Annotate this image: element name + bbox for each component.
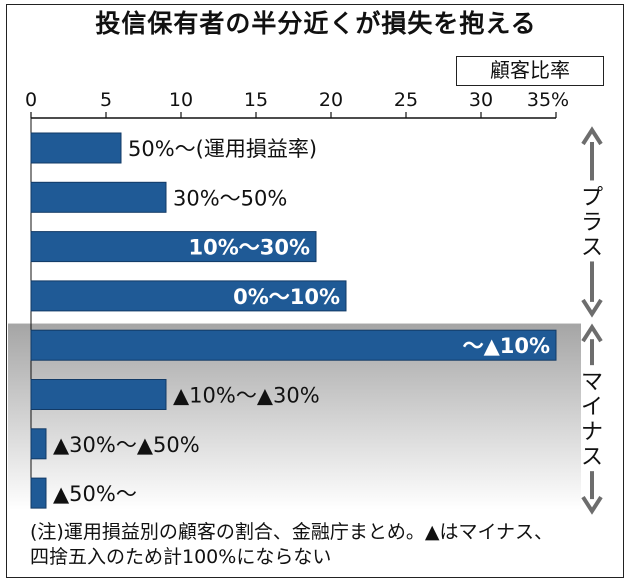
unit-label: 顧客比率 [456, 56, 604, 86]
bar [30, 132, 122, 164]
bar-label: ▲50%〜 [53, 482, 137, 506]
chart-title: 投信保有者の半分近くが損失を抱える [95, 9, 537, 38]
bar-label: 10%〜30% [188, 236, 310, 260]
group-arrow-head-down [581, 496, 603, 515]
group-label-char: ラ [581, 210, 603, 235]
bar-label: ▲10%〜▲30% [173, 384, 320, 408]
x-tick-label: 5 [100, 89, 112, 111]
group-arrow-head-up [581, 323, 603, 343]
x-tick-label: 10 [169, 89, 193, 111]
group-label-char: ナ [581, 420, 603, 445]
group-label-char: プ [581, 185, 603, 210]
group-label-char: マ [581, 370, 603, 395]
x-tick-label: 35% [527, 89, 569, 111]
group-arrow-head-down [581, 298, 603, 318]
x-tick-label: 15 [244, 89, 268, 111]
bar [30, 329, 557, 361]
x-tick-label: 25 [394, 89, 418, 111]
bar-label: 30%〜50% [173, 186, 287, 210]
bar [30, 428, 47, 460]
bar-label: ▲30%〜▲50% [53, 433, 200, 457]
group-label-char: ス [581, 445, 603, 470]
footnote-line-1: (注)運用損益別の顧客の割合、金融庁まとめ。▲はマイナス、 [30, 521, 554, 543]
footnote: (注)運用損益別の顧客の割合、金融庁まとめ。▲はマイナス、 四捨五入のため計10… [30, 520, 620, 570]
bar-label: 〜▲10% [463, 334, 550, 358]
bar [30, 231, 317, 263]
bar-label: 0%〜10% [233, 285, 340, 309]
bar [30, 280, 347, 312]
bar [30, 379, 167, 410]
x-tick-label: 20 [319, 89, 343, 111]
x-tick-label: 30 [469, 89, 493, 111]
group-label-char: イ [581, 395, 603, 420]
footnote-line-2: 四捨五入のため計100%にならない [30, 546, 332, 568]
x-tick-label: 0 [25, 89, 37, 111]
group-label-char: ス [581, 235, 603, 260]
bar-label: 50%〜(運用損益率) [128, 137, 317, 161]
bar [30, 477, 47, 509]
bar [30, 181, 167, 213]
group-arrow-head-up [581, 126, 603, 146]
